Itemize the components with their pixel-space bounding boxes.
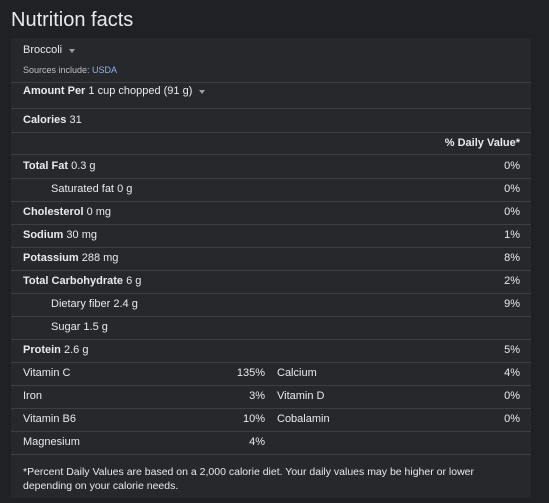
nutrient-row-total-fat: Total Fat 0.3 g 0% [11,155,531,178]
amount-label: Amount Per [23,85,86,97]
divider [11,224,531,225]
vitamin-pct: 0% [504,413,520,425]
amount-value: 1 cup chopped (91 g) [88,85,193,97]
caret-down-icon [69,48,76,53]
divider [11,408,531,409]
divider [11,339,531,340]
daily-value-header: % Daily Value* [444,137,520,149]
nutrient-pct: 0% [504,183,520,195]
vitamin-pct: 3% [249,390,265,402]
nutrient-pct: 1% [504,229,520,241]
divider [11,132,531,133]
nutrient-pct: 8% [504,252,520,264]
vitamin-label: Vitamin C [23,367,71,379]
caret-down-icon [199,89,206,94]
divider [11,362,531,363]
nutrient-label: Total Carbohydrate [23,275,124,287]
nutrient-row-sugar: Sugar 1.5 g [11,316,531,339]
divider [11,454,531,455]
nutrient-value: 30 mg [66,229,97,241]
vitamin-pct: 135% [236,367,265,379]
divider [11,178,531,179]
nutrient-pct: 5% [504,344,520,356]
serving-selector[interactable]: Amount Per 1 cup chopped (91 g) [23,85,206,97]
nutrient-label: Protein [23,344,61,356]
divider [11,385,531,386]
vitamin-row: Iron 3% Vitamin D 0% [11,385,531,408]
nutrient-value: 0 g [117,183,133,195]
food-selector[interactable]: Broccoli [23,44,76,56]
nutrient-value: 288 mg [81,252,119,264]
vitamin-label: Calcium [277,367,317,379]
divider [11,154,531,155]
nutrient-label: Dietary fiber [51,298,111,310]
calories-row: Calories 31 [23,114,82,126]
page-title: Nutrition facts [11,9,134,31]
divider [11,431,531,432]
nutrient-label: Sodium [23,229,64,241]
divider [11,201,531,202]
footnote: *Percent Daily Values are based on a 2,0… [23,466,474,492]
nutrient-value: 2.4 g [113,298,138,310]
nutrient-value: 0 mg [86,206,112,218]
vitamin-label: Cobalamin [277,413,330,425]
vitamin-row: Vitamin C 135% Calcium 4% [11,362,531,385]
divider [11,247,531,248]
nutrient-row-saturated-fat: Saturated fat 0 g 0% [11,178,531,201]
nutrient-value: 2.6 g [63,344,89,356]
nutrient-pct: 0% [504,160,520,172]
calories-label: Calories [23,114,67,126]
nutrition-panel: Broccoli Sources include: USDA Amount Pe… [11,38,531,498]
nutrient-value: 1.5 g [83,321,108,333]
divider [11,316,531,317]
nutrient-row-dietary-fiber: Dietary fiber 2.4 g 9% [11,293,531,316]
nutrient-label: Total Fat [23,160,69,172]
vitamin-pct: 4% [249,436,265,448]
usda-link[interactable]: USDA [92,65,118,75]
nutrient-row-sodium: Sodium 30 mg 1% [11,224,531,247]
sources-prefix: Sources include: [23,65,93,75]
nutrient-pct: 9% [504,298,520,310]
nutrient-row-total-carbohydrate: Total Carbohydrate 6 g 2% [11,270,531,293]
divider [11,293,531,294]
nutrient-label: Saturated fat [51,183,114,195]
vitamin-pct: 10% [242,413,265,425]
nutrient-label: Sugar [51,321,81,333]
divider [11,82,531,83]
vitamin-row: Vitamin B6 10% Cobalamin 0% [11,408,531,431]
vitamin-label: Vitamin B6 [23,413,76,425]
vitamin-row: Magnesium 4% [11,431,531,454]
nutrient-pct: 0% [504,206,520,218]
vitamin-label: Vitamin D [277,390,325,402]
divider [11,108,531,109]
nutrient-value: 0.3 g [71,160,96,172]
nutrient-row-cholesterol: Cholesterol 0 mg 0% [11,201,531,224]
vitamin-label: Iron [23,390,42,402]
nutrient-pct: 2% [504,275,520,287]
food-name: Broccoli [23,44,63,56]
sources-line: Sources include: USDA [23,65,117,75]
vitamin-label: Magnesium [23,436,80,448]
nutrient-label: Potassium [23,252,79,264]
calories-value: 31 [69,114,82,126]
nutrient-row-protein: Protein 2.6 g 5% [11,339,531,362]
divider [11,270,531,271]
nutrient-label: Cholesterol [23,206,84,218]
nutrient-value: 6 g [126,275,142,287]
vitamin-pct: 4% [504,367,520,379]
vitamin-pct: 0% [504,390,520,402]
nutrient-row-potassium: Potassium 288 mg 8% [11,247,531,270]
